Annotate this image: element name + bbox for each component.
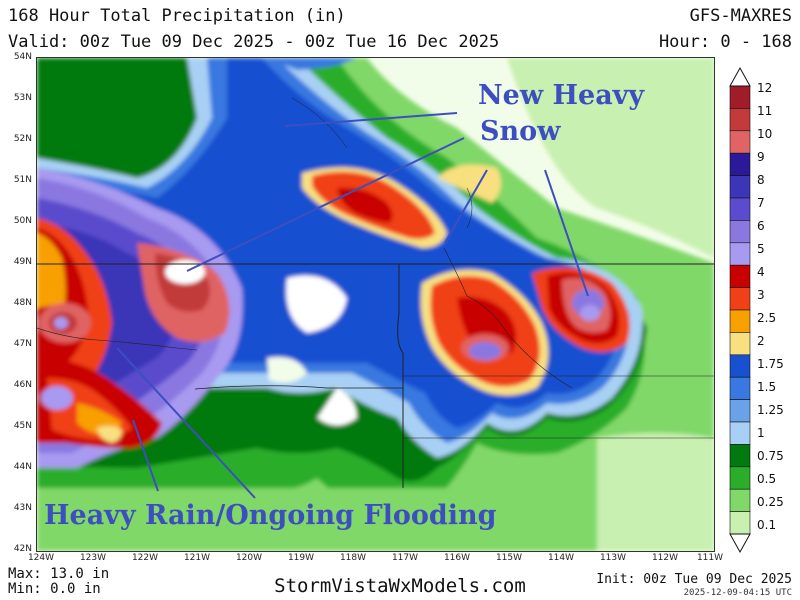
colorbar-label: 11 (757, 104, 773, 118)
colorbar-swatch (729, 264, 751, 288)
lat-label: 51N (13, 175, 32, 185)
lat-label: 52N (13, 134, 32, 144)
annotation-arrows (116, 112, 589, 499)
colorbar-label: 10 (757, 127, 773, 141)
lat-label: 47N (13, 339, 32, 349)
colorbar-label: 0.1 (757, 518, 777, 532)
colorbar-swatch (729, 444, 751, 468)
site-watermark: StormVistaWxModels.com (274, 575, 526, 597)
colorbar-label: 1.25 (757, 403, 784, 417)
colorbar-label: 0.25 (757, 495, 784, 509)
colorbar-swatch (729, 287, 751, 311)
timestamp: 2025-12-09-04:15 UTC (683, 588, 792, 598)
colorbar-label: 8 (757, 173, 765, 187)
colorbar-swatch (729, 488, 751, 512)
colorbar-swatch (729, 421, 751, 445)
max-value: Max: 13.0 in (8, 566, 110, 582)
colorbar-label: 0.5 (757, 472, 777, 486)
lat-label: 50N (13, 216, 32, 226)
precipitation-map (36, 57, 715, 552)
lat-label: 53N (13, 93, 32, 103)
lat-label: 54N (13, 52, 32, 62)
colorbar-label: 2.5 (757, 311, 777, 325)
colorbar-swatch (729, 130, 751, 154)
valid-period: Valid: 00z Tue 09 Dec 2025 - 00z Tue 16 … (8, 32, 500, 52)
lon-label: 121W (183, 553, 211, 563)
lon-label: 114W (547, 553, 575, 563)
lon-label: 117W (391, 553, 419, 563)
lon-label: 112W (651, 553, 679, 563)
min-value: Min: 0.0 in (8, 581, 101, 597)
lon-label: 123W (79, 553, 107, 563)
colorbar-swatch (729, 466, 751, 490)
colorbar-swatch (729, 242, 751, 266)
colorbar-label: 6 (757, 219, 765, 233)
colorbar-swatch (729, 197, 751, 221)
colorbar (729, 66, 751, 554)
colorbar-label: 12 (757, 81, 773, 95)
colorbar-label: 1 (757, 426, 765, 440)
colorbar-label: 9 (757, 150, 765, 164)
model-name: GFS-MAXRES (689, 6, 792, 26)
forecast-hour: Hour: 0 - 168 (658, 32, 792, 52)
colorbar-label: 5 (757, 242, 765, 256)
colorbar-swatch (729, 332, 751, 356)
colorbar-label: 1.5 (757, 380, 777, 394)
lon-label: 122W (131, 553, 159, 563)
colorbar-swatch (729, 376, 751, 400)
colorbar-label: 0.75 (757, 449, 784, 463)
lon-label: 120W (235, 553, 263, 563)
lon-label: 115W (495, 553, 523, 563)
colorbar-swatch (729, 152, 751, 176)
colorbar-swatch (729, 85, 751, 109)
colorbar-swatch (729, 175, 751, 199)
lat-label: 48N (13, 298, 32, 308)
lat-label: 45N (13, 421, 32, 431)
lon-label: 119W (287, 553, 315, 563)
annotation-heavy-rain: Heavy Rain/Ongoing Flooding (44, 500, 497, 531)
lat-label: 42N (13, 544, 32, 554)
precip-fill (37, 58, 714, 551)
annotation-snow: Snow (480, 116, 561, 147)
colorbar-swatch (729, 399, 751, 423)
lat-label: 49N (13, 257, 32, 267)
colorbar-label: 3 (757, 288, 765, 302)
lon-label: 113W (599, 553, 627, 563)
colorbar-swatch (729, 108, 751, 132)
colorbar-top-arrow (729, 66, 751, 87)
lon-label: 116W (443, 553, 471, 563)
colorbar-swatch (729, 220, 751, 244)
lat-label: 44N (13, 462, 32, 472)
colorbar-swatches (729, 85, 751, 535)
chart-title: 168 Hour Total Precipitation (in) (8, 6, 346, 26)
annotation-new-heavy: New Heavy (478, 80, 645, 111)
lon-label: 111W (696, 553, 724, 563)
colorbar-label: 1.75 (757, 357, 784, 371)
colorbar-swatch (729, 354, 751, 378)
lat-label: 46N (13, 380, 32, 390)
init-time: Init: 00z Tue 09 Dec 2025 (596, 572, 792, 587)
lon-label: 118W (339, 553, 367, 563)
colorbar-swatch (729, 309, 751, 333)
colorbar-label: 4 (757, 265, 765, 279)
colorbar-bottom-arrow (729, 533, 751, 554)
map-borders (37, 97, 714, 488)
colorbar-label: 7 (757, 196, 765, 210)
colorbar-swatch (729, 511, 751, 535)
lon-label: 124W (27, 553, 55, 563)
colorbar-label: 2 (757, 334, 765, 348)
lat-label: 43N (13, 503, 32, 513)
